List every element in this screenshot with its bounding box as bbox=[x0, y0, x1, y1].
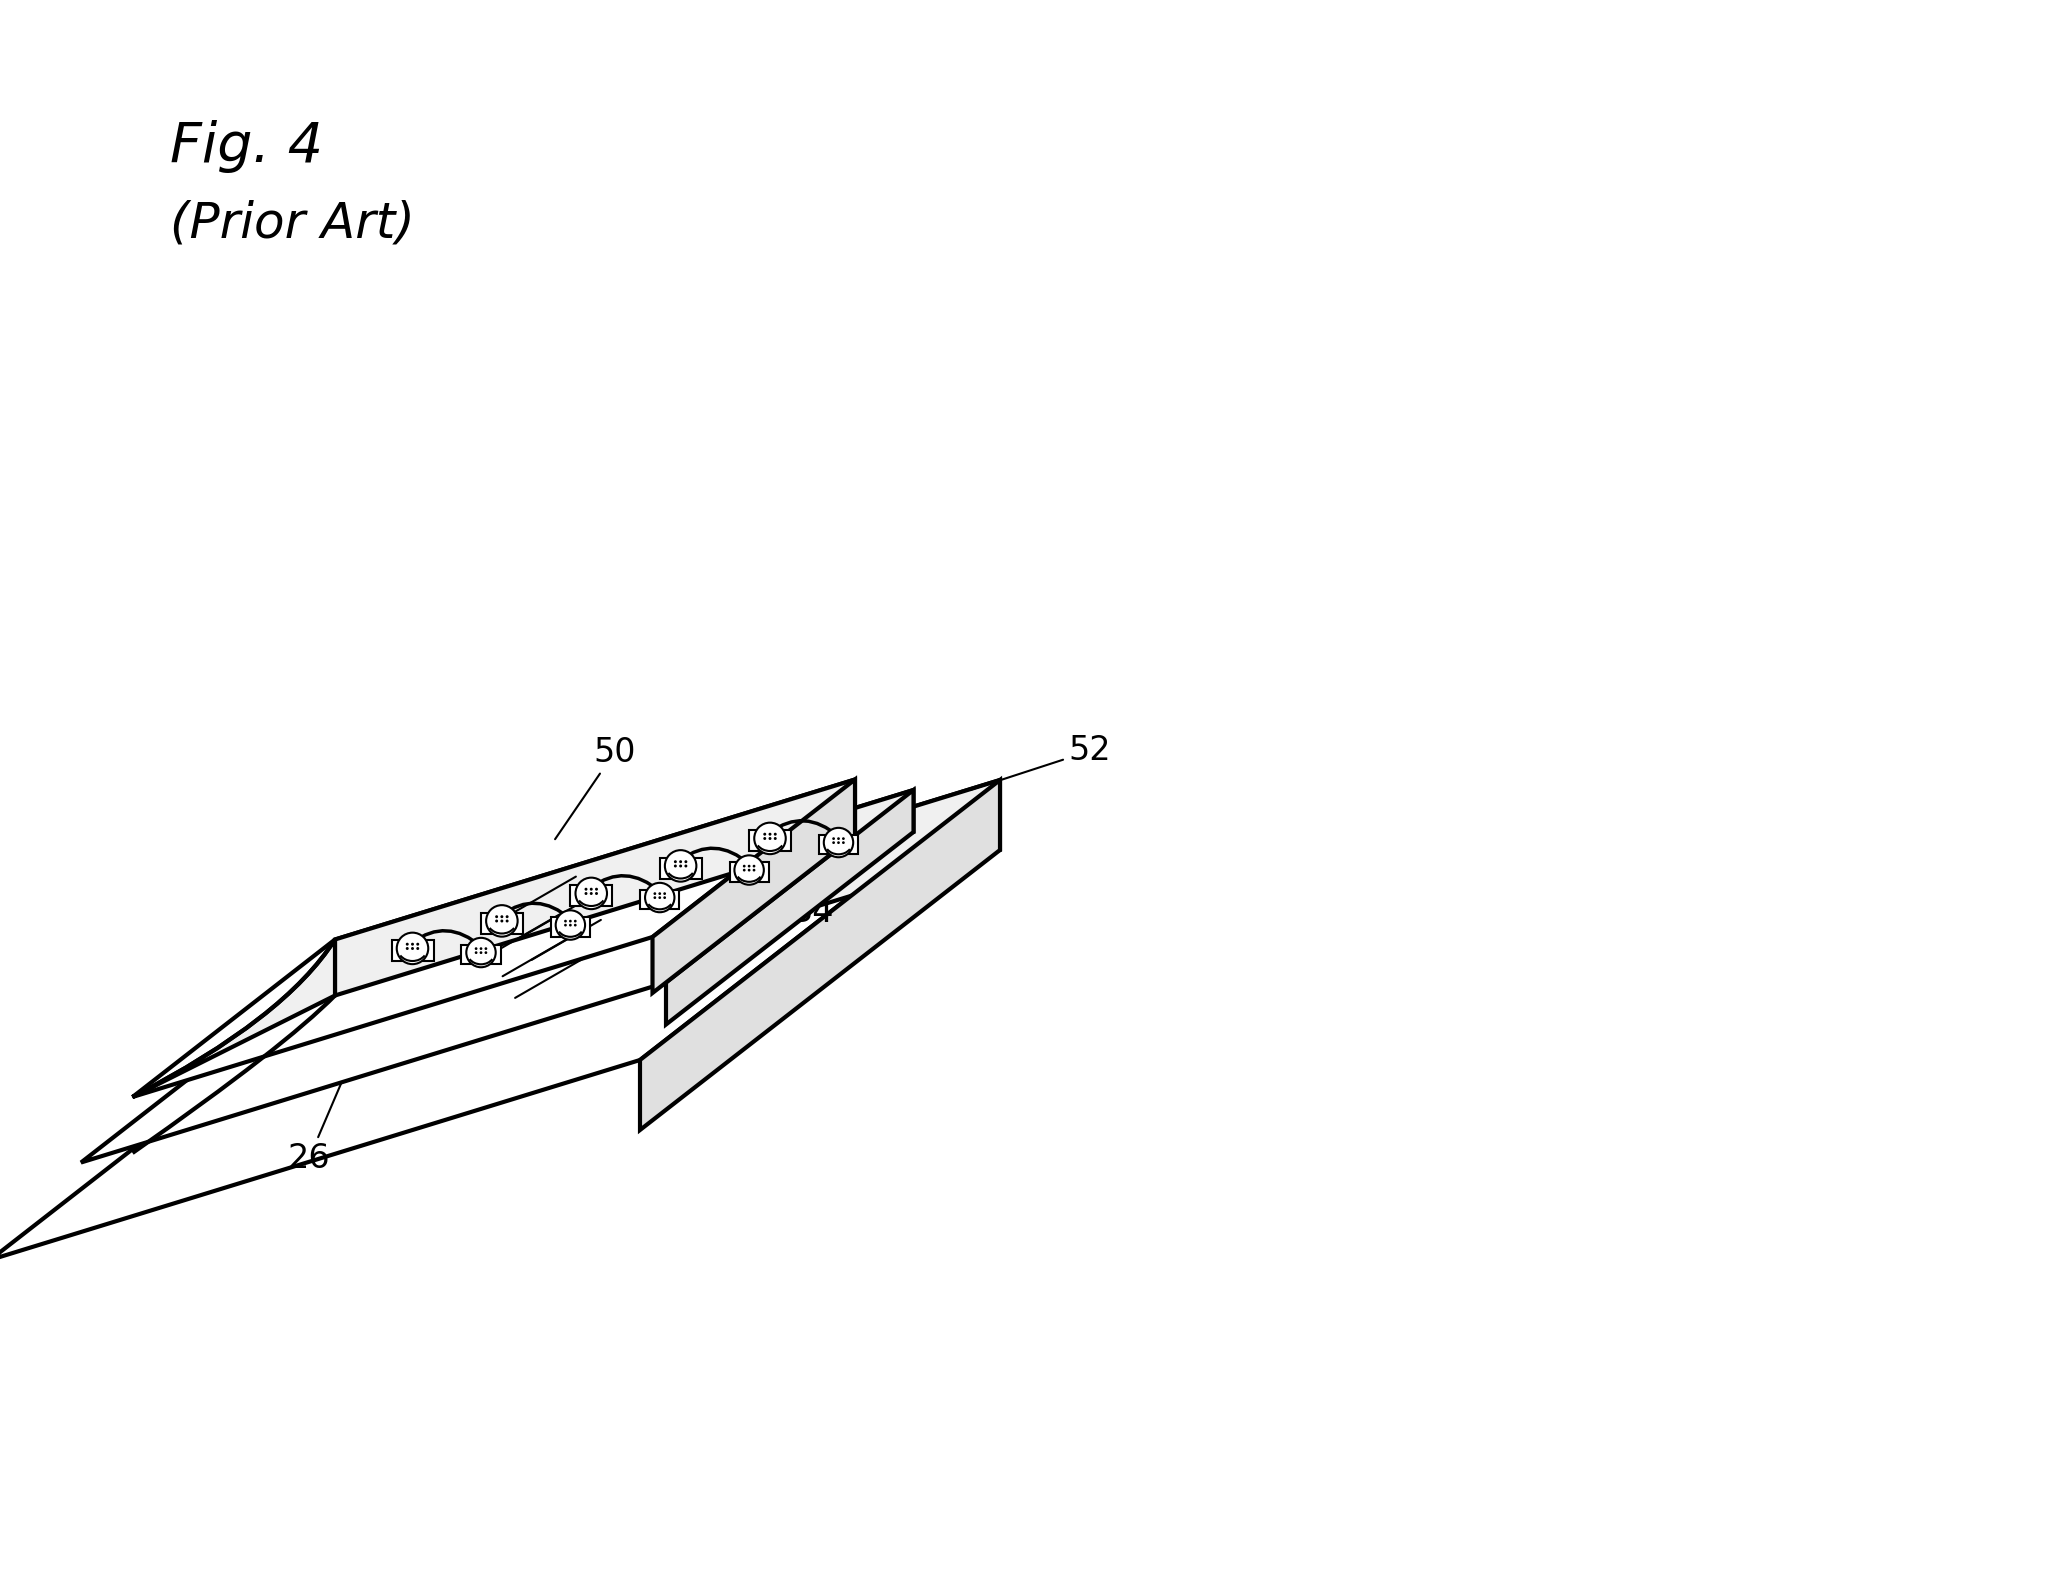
Text: 24: 24 bbox=[178, 1057, 255, 1102]
Polygon shape bbox=[0, 781, 1001, 1260]
Circle shape bbox=[574, 919, 576, 923]
Text: 34: 34 bbox=[704, 896, 835, 981]
Circle shape bbox=[495, 915, 497, 918]
Circle shape bbox=[769, 833, 771, 836]
Circle shape bbox=[595, 893, 599, 896]
Circle shape bbox=[769, 837, 771, 841]
Circle shape bbox=[673, 864, 678, 867]
Circle shape bbox=[506, 919, 508, 923]
Polygon shape bbox=[81, 790, 914, 1162]
Circle shape bbox=[410, 943, 414, 946]
Circle shape bbox=[653, 893, 657, 896]
Circle shape bbox=[591, 888, 593, 891]
Circle shape bbox=[733, 855, 765, 885]
Circle shape bbox=[410, 948, 414, 949]
Circle shape bbox=[584, 888, 588, 891]
Circle shape bbox=[663, 896, 665, 899]
Circle shape bbox=[752, 864, 756, 867]
Circle shape bbox=[833, 837, 835, 841]
Circle shape bbox=[555, 910, 584, 940]
Circle shape bbox=[570, 924, 572, 927]
Text: (Prior Art): (Prior Art) bbox=[170, 200, 414, 248]
Circle shape bbox=[474, 948, 477, 949]
Circle shape bbox=[841, 837, 845, 841]
Circle shape bbox=[762, 837, 767, 841]
Circle shape bbox=[584, 893, 588, 896]
Polygon shape bbox=[481, 913, 522, 934]
PathPatch shape bbox=[133, 940, 336, 1098]
Circle shape bbox=[574, 924, 576, 927]
Circle shape bbox=[406, 948, 408, 949]
Circle shape bbox=[644, 883, 675, 912]
Circle shape bbox=[663, 893, 665, 896]
Circle shape bbox=[673, 859, 678, 863]
Circle shape bbox=[479, 951, 483, 954]
Circle shape bbox=[833, 841, 835, 844]
Circle shape bbox=[748, 864, 750, 867]
Circle shape bbox=[837, 837, 839, 841]
Circle shape bbox=[744, 864, 746, 867]
Circle shape bbox=[506, 915, 508, 918]
Polygon shape bbox=[640, 889, 680, 910]
Polygon shape bbox=[729, 863, 769, 882]
Circle shape bbox=[653, 896, 657, 899]
Circle shape bbox=[591, 893, 593, 896]
Circle shape bbox=[773, 833, 777, 836]
Text: Fig. 4: Fig. 4 bbox=[170, 120, 323, 173]
Circle shape bbox=[754, 823, 785, 855]
Circle shape bbox=[576, 878, 607, 910]
Circle shape bbox=[487, 905, 518, 937]
Circle shape bbox=[501, 915, 503, 918]
Circle shape bbox=[680, 859, 682, 863]
Circle shape bbox=[485, 948, 487, 949]
Circle shape bbox=[841, 841, 845, 844]
Text: 40: 40 bbox=[659, 848, 779, 953]
Circle shape bbox=[680, 864, 682, 867]
Circle shape bbox=[406, 943, 408, 946]
Circle shape bbox=[466, 938, 495, 967]
Circle shape bbox=[684, 864, 688, 867]
Circle shape bbox=[748, 869, 750, 872]
Polygon shape bbox=[665, 790, 914, 1025]
Circle shape bbox=[659, 893, 661, 896]
Circle shape bbox=[396, 932, 429, 964]
Polygon shape bbox=[462, 945, 501, 964]
Text: 50: 50 bbox=[555, 735, 636, 839]
Circle shape bbox=[564, 924, 568, 927]
Circle shape bbox=[837, 841, 839, 844]
Circle shape bbox=[564, 919, 568, 923]
Circle shape bbox=[762, 833, 767, 836]
Circle shape bbox=[595, 888, 599, 891]
Circle shape bbox=[485, 951, 487, 954]
Polygon shape bbox=[640, 781, 1001, 1131]
Circle shape bbox=[416, 948, 419, 949]
Polygon shape bbox=[570, 885, 611, 907]
Circle shape bbox=[495, 919, 497, 923]
Text: 26: 26 bbox=[288, 1071, 346, 1175]
Polygon shape bbox=[653, 779, 856, 994]
Circle shape bbox=[474, 951, 477, 954]
Text: 52: 52 bbox=[972, 735, 1111, 790]
Polygon shape bbox=[748, 830, 792, 852]
Polygon shape bbox=[818, 834, 858, 855]
Circle shape bbox=[744, 869, 746, 872]
Circle shape bbox=[825, 828, 854, 858]
Text: 22/34: 22/34 bbox=[348, 953, 452, 987]
Polygon shape bbox=[392, 940, 433, 960]
Polygon shape bbox=[133, 779, 856, 1098]
Circle shape bbox=[416, 943, 419, 946]
Circle shape bbox=[501, 919, 503, 923]
Polygon shape bbox=[350, 781, 1001, 1050]
Polygon shape bbox=[551, 918, 591, 937]
Polygon shape bbox=[659, 858, 702, 878]
Circle shape bbox=[773, 837, 777, 841]
Circle shape bbox=[570, 919, 572, 923]
Circle shape bbox=[659, 896, 661, 899]
Polygon shape bbox=[329, 790, 914, 1012]
Circle shape bbox=[479, 948, 483, 949]
Polygon shape bbox=[336, 779, 856, 995]
Circle shape bbox=[665, 850, 696, 882]
Circle shape bbox=[684, 859, 688, 863]
Circle shape bbox=[752, 869, 756, 872]
